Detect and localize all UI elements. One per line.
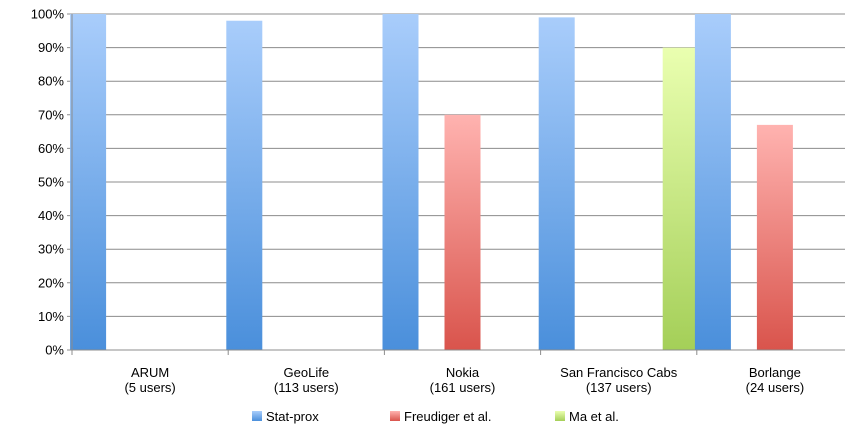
x-axis-category-labels: ARUM(5 users) GeoLife(113 users) Nokia(161… <box>124 365 804 395</box>
bar-ma-et-al-3 <box>662 47 699 350</box>
legend: Stat-prox Freudiger et al. Ma et al. <box>252 409 619 424</box>
y-tick-label: 60% <box>38 141 64 156</box>
x-category-label: (5 users) <box>124 380 175 395</box>
y-axis-tick-labels: 0% 10% 20% 30% 40% 50% 60% 70% 80% 90% 100% <box>31 7 65 358</box>
y-tick-label: 100% <box>31 7 65 22</box>
y-tick-label: 70% <box>38 107 64 122</box>
y-tick-label: 50% <box>38 175 64 190</box>
legend-label: Freudiger et al. <box>404 409 491 424</box>
bar-freudiger-et-al-4 <box>756 124 793 350</box>
bar-stat-prox-0 <box>70 14 107 350</box>
y-tick-label: 0% <box>45 343 64 358</box>
x-category-label: (113 users) <box>274 380 339 395</box>
legend-swatch <box>252 411 262 421</box>
bar-freudiger-et-al-2 <box>444 114 481 350</box>
bar-stat-prox-2 <box>382 14 419 350</box>
legend-label: Stat-prox <box>266 409 319 424</box>
x-category-label: Nokia <box>446 365 480 380</box>
bar-stat-prox-1 <box>226 20 263 350</box>
x-category-label: San Francisco Cabs <box>560 365 678 380</box>
y-tick-label: 30% <box>38 242 64 257</box>
y-tick-label: 40% <box>38 208 64 223</box>
bars <box>70 14 793 351</box>
x-category-label: GeoLife <box>284 365 330 380</box>
bar-stat-prox-4 <box>694 14 731 350</box>
x-category-label: ARUM <box>131 365 169 380</box>
x-category-label: (24 users) <box>746 380 805 395</box>
x-category-label: (137 users) <box>586 380 652 395</box>
y-tick-label: 10% <box>38 309 64 324</box>
legend-swatch <box>390 411 400 421</box>
bar-stat-prox-3 <box>538 17 575 351</box>
y-tick-label: 90% <box>38 40 64 55</box>
axes <box>67 14 845 355</box>
legend-swatch <box>555 411 565 421</box>
x-category-label: Borlange <box>749 365 801 380</box>
y-tick-label: 20% <box>38 275 64 290</box>
x-category-label: (161 users) <box>430 380 496 395</box>
legend-label: Ma et al. <box>569 409 619 424</box>
y-tick-label: 80% <box>38 74 64 89</box>
